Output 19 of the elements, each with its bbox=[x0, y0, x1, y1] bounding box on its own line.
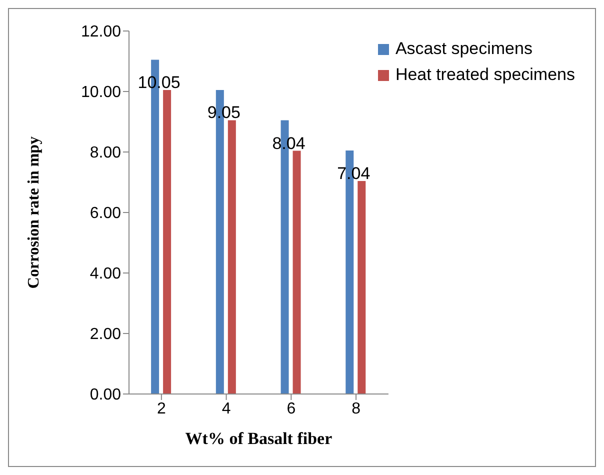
y-tick-label: 8.00 bbox=[90, 144, 122, 162]
bar bbox=[163, 90, 172, 394]
legend-label: Ascast specimens bbox=[395, 39, 532, 59]
y-tick-label: 4.00 bbox=[90, 266, 122, 283]
x-axis-title: Wt% of Basalt fiber bbox=[185, 429, 333, 448]
y-tick-label: 6.00 bbox=[90, 205, 122, 222]
y-tick-label: 10.00 bbox=[80, 84, 122, 102]
x-tick-label: 8 bbox=[352, 400, 361, 418]
bar bbox=[228, 120, 236, 394]
y-tick-label: 12.00 bbox=[80, 24, 122, 41]
x-tick-label: 2 bbox=[156, 400, 166, 418]
x-tick-label: 6 bbox=[286, 400, 296, 418]
bar bbox=[292, 150, 301, 394]
y-tick-label: 2.00 bbox=[90, 326, 122, 344]
y-axis-title: Corrosion rate in mpy bbox=[26, 136, 43, 289]
bar bbox=[358, 181, 366, 394]
x-tick-label: 4 bbox=[222, 400, 231, 418]
y-tick-label: 0.00 bbox=[90, 386, 122, 404]
legend-label: Heat treated specimens bbox=[395, 65, 575, 85]
